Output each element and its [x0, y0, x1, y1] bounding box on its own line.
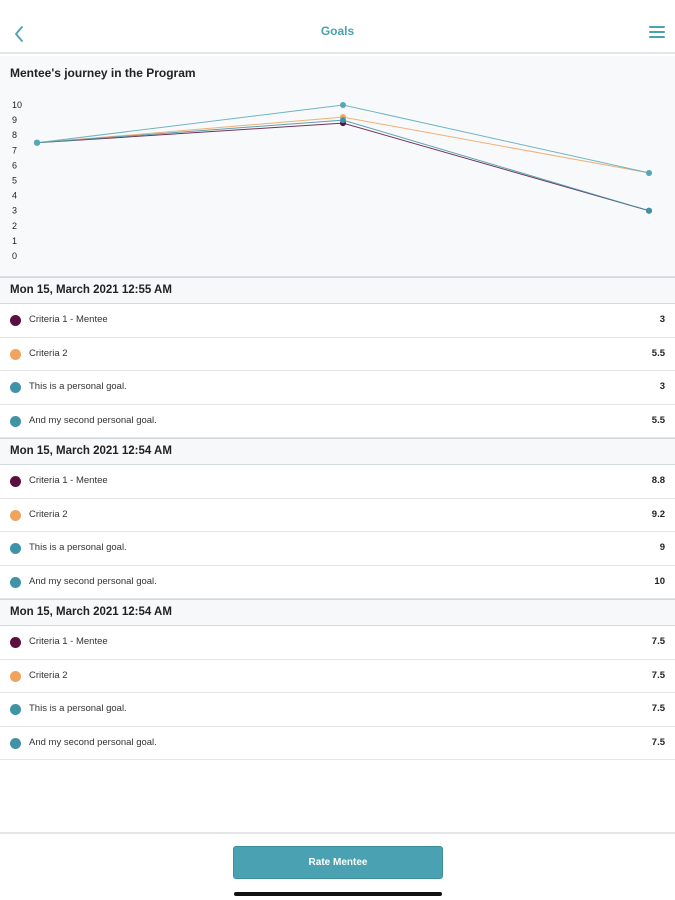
list-item: Criteria 2 7.5 [0, 659, 675, 693]
criteria-score: 3 [659, 381, 665, 392]
bottom-bar: Rate Mentee [0, 832, 675, 900]
criteria-label: Criteria 2 [29, 508, 68, 520]
y-tick-label: 8 [12, 130, 17, 140]
list-item: Criteria 2 9.2 [0, 498, 675, 532]
group-date-header: Mon 15, March 2021 12:54 AM [0, 599, 675, 626]
chart-title: Mentee's journey in the Program [10, 66, 196, 80]
criteria-score: 5.5 [651, 347, 665, 359]
criteria-score: 7.5 [651, 669, 665, 681]
list-item: And my second personal goal. 10 [0, 565, 675, 599]
y-tick-label: 0 [12, 251, 17, 261]
color-dot-icon [10, 415, 21, 427]
criteria-label: And my second personal goal. [29, 575, 157, 587]
navigation-bar: Goals [0, 0, 675, 54]
y-tick-label: 7 [12, 145, 17, 155]
y-tick-label: 5 [12, 176, 17, 186]
color-dot-icon [10, 704, 21, 715]
color-dot-icon [10, 543, 21, 554]
criteria-score: 10 [654, 575, 665, 587]
data-point [646, 169, 652, 176]
criteria-score: 8.8 [651, 475, 665, 486]
list-item: Criteria 1 - Mentee 7.5 [0, 626, 675, 660]
color-dot-icon [10, 315, 21, 326]
color-dot-icon [10, 737, 21, 749]
series-line [36, 119, 650, 212]
y-tick-label: 10 [12, 100, 22, 110]
criteria-label: Criteria 2 [29, 669, 68, 681]
criteria-score: 9 [659, 542, 665, 553]
list-item: This is a personal goal. 9 [0, 532, 675, 566]
criteria-score: 9.2 [651, 508, 665, 520]
y-tick-label: 3 [12, 206, 17, 216]
criteria-score: 3 [659, 314, 665, 325]
chevron-left-icon[interactable] [8, 20, 30, 48]
y-tick-label: 2 [12, 221, 17, 231]
journey-chart: Mentee's journey in the Program 10 9 8 7 6 5 4… [0, 56, 675, 277]
list-item: Criteria 1 - Mentee 8.8 [0, 465, 675, 499]
criteria-label: And my second personal goal. [29, 414, 157, 426]
data-point [340, 102, 346, 108]
data-point [646, 207, 652, 214]
criteria-label: This is a personal goal. [29, 703, 127, 714]
criteria-label: And my second personal goal. [29, 736, 157, 748]
group-date-header: Mon 15, March 2021 12:55 AM [0, 277, 675, 304]
data-point [340, 117, 346, 124]
color-dot-icon [10, 576, 21, 588]
criteria-score: 7.5 [651, 703, 665, 714]
criteria-score: 7.5 [651, 736, 665, 748]
criteria-label: Criteria 1 - Mentee [29, 475, 108, 486]
page-title: Goals [320, 24, 355, 38]
criteria-score: 7.5 [651, 636, 665, 647]
list-item: This is a personal goal. 7.5 [0, 693, 675, 727]
criteria-score: 5.5 [651, 414, 665, 426]
group-date-header: Mon 15, March 2021 12:54 AM [0, 438, 675, 465]
hamburger-menu-icon[interactable] [649, 26, 665, 40]
color-dot-icon [10, 637, 21, 648]
criteria-label: This is a personal goal. [29, 381, 127, 392]
color-dot-icon [10, 348, 21, 360]
data-point [34, 139, 40, 146]
list-item: And my second personal goal. 7.5 [0, 726, 675, 760]
criteria-label: Criteria 1 - Mentee [29, 314, 108, 325]
criteria-label: Criteria 2 [29, 347, 68, 359]
home-indicator [234, 892, 442, 896]
criteria-label: Criteria 1 - Mentee [29, 636, 108, 647]
y-tick-label: 4 [12, 191, 17, 201]
rating-history: Mon 15, March 2021 12:55 AM Criteria 1 - … [0, 277, 675, 760]
y-tick-label: 1 [12, 236, 17, 246]
list-item: Criteria 2 5.5 [0, 337, 675, 371]
color-dot-icon [10, 476, 21, 487]
color-dot-icon [10, 509, 21, 521]
y-tick-label: 6 [12, 160, 17, 170]
list-item: And my second personal goal. 5.5 [0, 404, 675, 438]
list-item: This is a personal goal. 3 [0, 371, 675, 405]
y-tick-label: 9 [12, 115, 17, 125]
color-dot-icon [10, 382, 21, 393]
rate-mentee-button[interactable]: Rate Mentee [233, 846, 443, 879]
list-item: Criteria 1 - Mentee 3 [0, 304, 675, 338]
color-dot-icon [10, 670, 21, 682]
criteria-label: This is a personal goal. [29, 542, 127, 553]
